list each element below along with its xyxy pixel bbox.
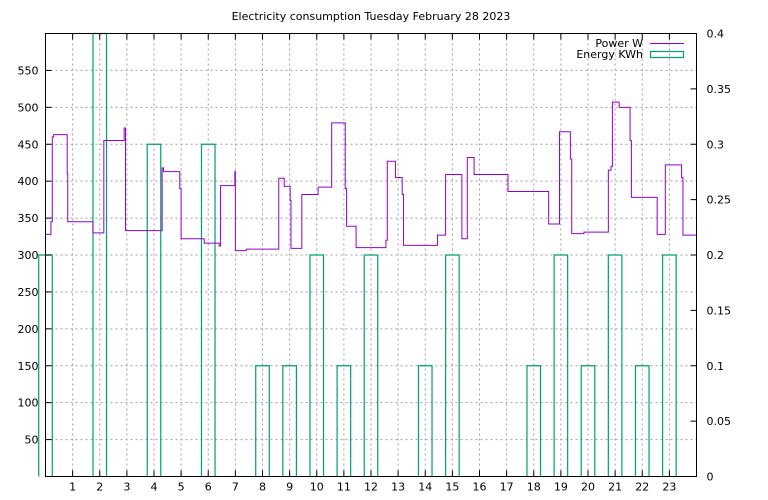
y-tick-label: 250 <box>18 286 39 299</box>
y-tick-label: 400 <box>18 175 39 188</box>
x-tick-label: 7 <box>232 481 239 494</box>
y2-tick-label: 0.2 <box>707 249 725 262</box>
energy-bar <box>417 365 433 477</box>
x-tick-label: 21 <box>608 481 622 494</box>
x-tick-label: 13 <box>391 481 405 494</box>
x-tick-label: 9 <box>286 481 293 494</box>
legend-energy-label: Energy KWh <box>576 48 643 61</box>
energy-bar <box>553 254 569 477</box>
y-tick-label: 450 <box>18 138 39 151</box>
y-tick-label: 550 <box>18 64 39 77</box>
x-tick-label: 3 <box>123 481 130 494</box>
power-series <box>45 101 697 252</box>
y2-tick-label: 0.15 <box>707 304 732 317</box>
x-tick-label: 20 <box>581 481 595 494</box>
y-tick-label: 150 <box>18 360 39 373</box>
x-tick-label: 5 <box>178 481 185 494</box>
x-tick-label: 23 <box>662 481 676 494</box>
axes: 1 2 3 4 5 6 7 8 9 10 11 12 13 14 15 16 17 18 19 20 21 22 23501… <box>18 28 732 494</box>
x-tick-label: 6 <box>205 481 212 494</box>
x-tick-label: 4 <box>151 481 158 494</box>
legend: Power W Energy KWh <box>576 37 685 61</box>
y2-tick-label: 0.35 <box>707 83 732 96</box>
x-tick-label: 11 <box>337 481 351 494</box>
y2-tick-label: 0 <box>707 471 714 484</box>
energy-bar <box>282 365 298 477</box>
y2-tick-label: 0.05 <box>707 415 732 428</box>
x-tick-label: 2 <box>96 481 103 494</box>
y2-tick-label: 0.3 <box>707 138 725 151</box>
y-tick-label: 50 <box>25 434 39 447</box>
energy-bar <box>634 365 650 477</box>
energy-bar <box>363 254 379 477</box>
x-tick-label: 12 <box>364 481 378 494</box>
x-tick-label: 14 <box>418 481 432 494</box>
x-tick-label: 10 <box>310 481 324 494</box>
x-tick-label: 1 <box>69 481 76 494</box>
y2-tick-label: 0.4 <box>707 28 725 41</box>
y-tick-label: 350 <box>18 212 39 225</box>
energy-bar <box>607 254 623 477</box>
x-tick-label: 18 <box>527 481 541 494</box>
x-tick-label: 19 <box>554 481 568 494</box>
x-tick-label: 22 <box>635 481 649 494</box>
chart-title: Electricity consumption Tuesday February… <box>232 10 511 23</box>
x-tick-label: 17 <box>500 481 514 494</box>
energy-bar <box>580 365 596 477</box>
y2-tick-label: 0.25 <box>707 194 732 207</box>
x-tick-label: 8 <box>259 481 266 494</box>
energy-bar <box>526 365 542 477</box>
x-tick-label: 15 <box>445 481 459 494</box>
energy-bar <box>200 143 216 477</box>
energy-bar <box>661 254 677 477</box>
y-tick-label: 300 <box>18 249 39 262</box>
x-tick-label: 16 <box>473 481 487 494</box>
y-tick-label: 100 <box>18 397 39 410</box>
y-tick-label: 500 <box>18 101 39 114</box>
power-line <box>45 101 697 252</box>
y2-tick-label: 0.1 <box>707 360 725 373</box>
legend-power-label: Power W <box>595 37 643 50</box>
energy-bar <box>444 254 460 477</box>
grid <box>45 33 697 477</box>
energy-bar <box>336 365 352 477</box>
energy-bar <box>309 254 325 477</box>
legend-energy-swatch <box>649 50 685 59</box>
y-tick-label: 200 <box>18 323 39 336</box>
energy-bar <box>146 143 162 477</box>
energy-bar <box>255 365 270 477</box>
